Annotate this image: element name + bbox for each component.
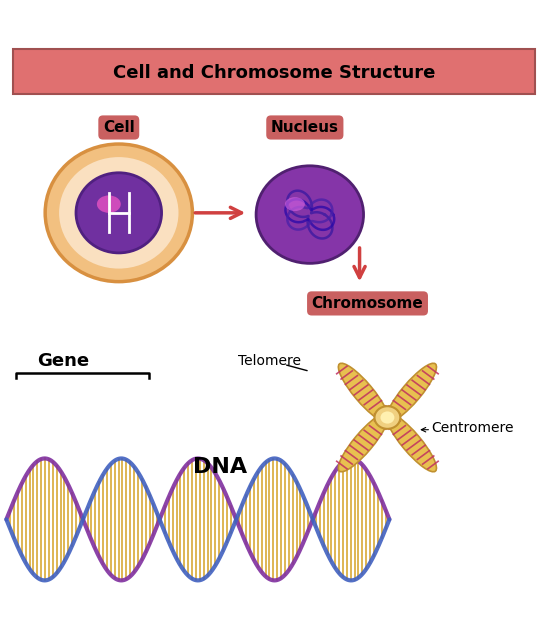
- Ellipse shape: [285, 197, 305, 211]
- Ellipse shape: [76, 173, 162, 253]
- Ellipse shape: [45, 144, 192, 282]
- Text: DNA: DNA: [193, 457, 247, 477]
- Text: Nucleus: Nucleus: [271, 120, 339, 135]
- Text: Chromosome: Chromosome: [312, 296, 424, 311]
- Ellipse shape: [59, 157, 179, 269]
- Ellipse shape: [386, 413, 437, 472]
- FancyBboxPatch shape: [13, 49, 535, 95]
- Ellipse shape: [338, 363, 389, 422]
- Text: Gene: Gene: [37, 352, 89, 370]
- Ellipse shape: [386, 363, 437, 422]
- Text: Telomere: Telomere: [238, 354, 301, 368]
- Text: Cell and Chromosome Structure: Cell and Chromosome Structure: [113, 64, 435, 81]
- Text: Cell: Cell: [103, 120, 135, 135]
- Ellipse shape: [374, 406, 401, 429]
- Ellipse shape: [338, 413, 389, 472]
- Ellipse shape: [380, 411, 395, 424]
- Text: Centromere: Centromere: [431, 421, 513, 435]
- Ellipse shape: [256, 166, 363, 264]
- Ellipse shape: [97, 195, 121, 213]
